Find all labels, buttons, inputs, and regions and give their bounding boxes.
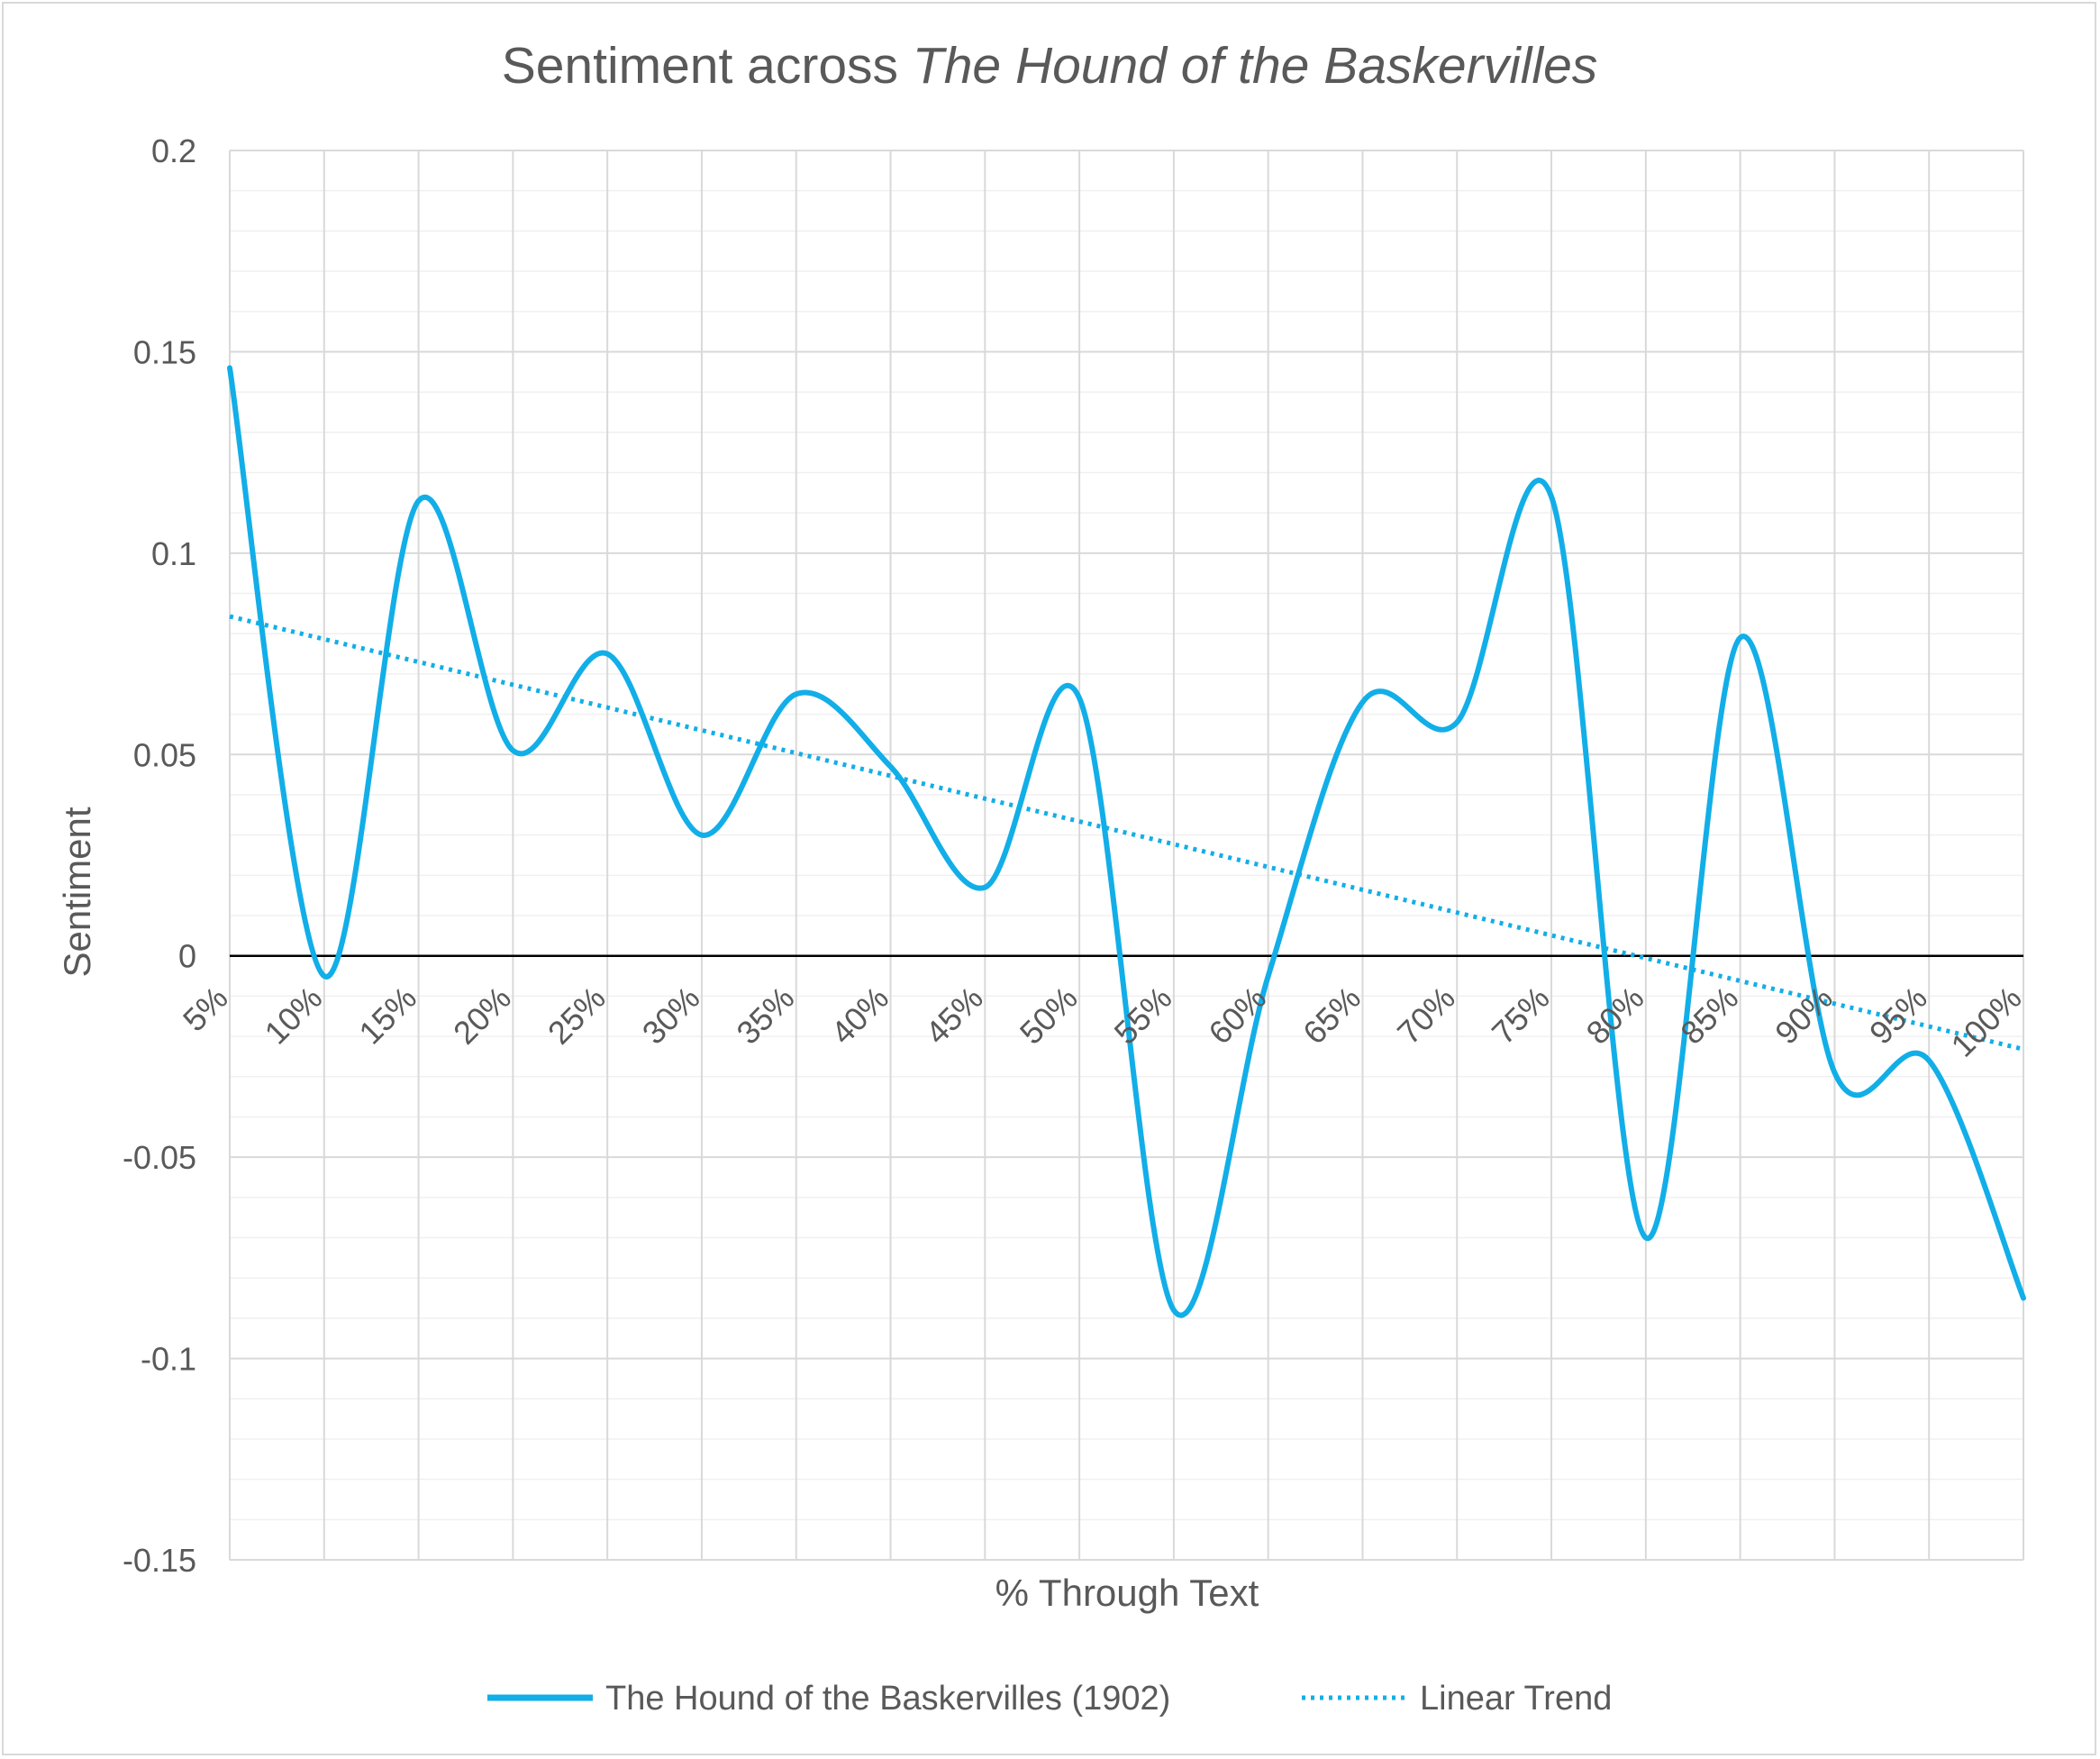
y-axis-title: Sentiment <box>56 807 98 977</box>
y-tick-labels: 0.2 0.15 0.1 0.05 0 -0.05 -0.1 -0.15 <box>123 132 196 1579</box>
y-tick-label: 0 <box>178 938 196 975</box>
x-tick-label: 25% <box>541 980 613 1052</box>
y-tick-label: 0.15 <box>133 333 196 370</box>
y-tick-label: -0.15 <box>123 1542 196 1579</box>
x-tick-label: 20% <box>446 980 518 1052</box>
chart-title: Sentiment across The Hound of the Basker… <box>502 37 1598 95</box>
x-tick-label: 5% <box>176 980 235 1039</box>
x-tick-label: 70% <box>1390 980 1462 1052</box>
legend: The Hound of the Baskervilles (1902) Lin… <box>487 1680 1612 1718</box>
series-line-group <box>227 365 2026 1318</box>
x-tick-label: 35% <box>729 980 801 1052</box>
y-tick-label: -0.1 <box>141 1341 196 1378</box>
legend-label-series: The Hound of the Baskervilles (1902) <box>605 1680 1170 1718</box>
x-tick-label: 75% <box>1485 980 1557 1052</box>
x-tick-label: 100% <box>1944 980 2029 1064</box>
x-tick-labels: 5% 10% 15% 20% 25% 30% 35% 40% 45% 50% 55% 60% 65% 70… <box>176 980 2029 1064</box>
x-tick-label: 50% <box>1013 980 1085 1052</box>
x-tick-label: 55% <box>1107 980 1179 1052</box>
chart-title-italic: The Hound of the Baskervilles <box>913 37 1597 95</box>
x-tick-label: 65% <box>1295 980 1368 1052</box>
y-tick-label: 0.2 <box>151 132 196 169</box>
grid-lines <box>229 150 2024 1561</box>
x-tick-label: 95% <box>1862 980 1934 1052</box>
x-tick-label: 30% <box>635 980 707 1052</box>
x-axis-title: % Through Text <box>995 1572 1259 1614</box>
chart-title-plain: Sentiment across <box>502 37 913 95</box>
y-tick-label: 0.1 <box>151 535 196 572</box>
x-tick-label: 90% <box>1768 980 1840 1052</box>
x-tick-label: 80% <box>1579 980 1651 1052</box>
x-tick-label: 15% <box>351 980 423 1052</box>
trend-line <box>229 614 2024 1052</box>
y-tick-label: -0.05 <box>123 1139 196 1176</box>
y-tick-label: 0.05 <box>133 736 196 773</box>
series-line <box>227 365 2026 1318</box>
x-tick-label: 40% <box>823 980 895 1052</box>
legend-label-trend: Linear Trend <box>1420 1680 1612 1718</box>
x-tick-label: 45% <box>918 980 990 1052</box>
x-tick-label: 10% <box>257 980 329 1052</box>
trend-line-group <box>229 614 2024 1052</box>
